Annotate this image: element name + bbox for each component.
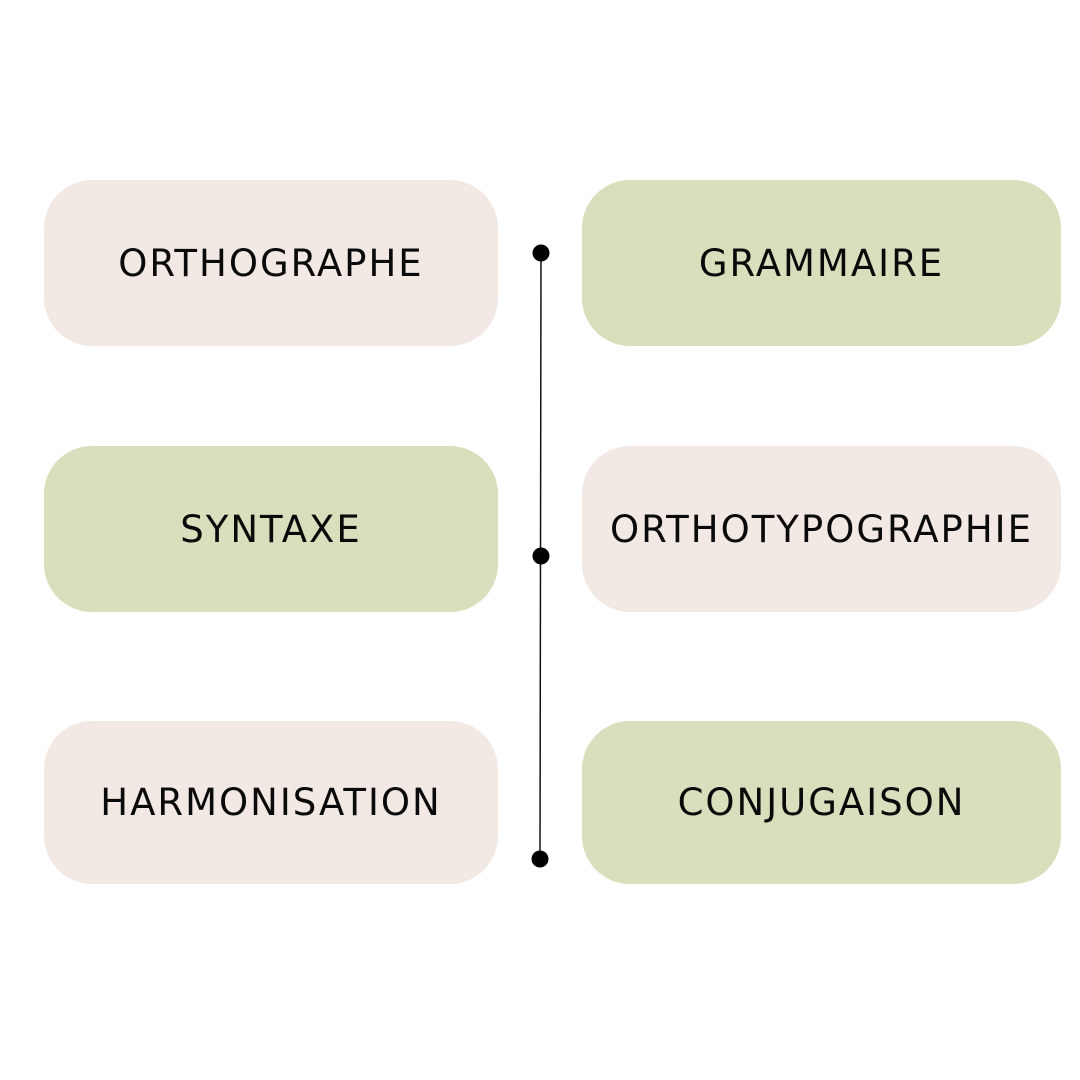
- box-harmonisation: HARMONISATION: [44, 721, 498, 884]
- timeline-dot-bottom: [531, 850, 549, 868]
- box-orthographe: ORTHOGRAPHE: [44, 180, 498, 346]
- box-orthographe-label: ORTHOGRAPHE: [118, 241, 424, 285]
- box-harmonisation-label: HARMONISATION: [100, 781, 442, 824]
- timeline-dot-top: [532, 244, 550, 262]
- box-orthotypographie-label: ORTHOTYPOGRAPHIE: [610, 507, 1033, 551]
- box-orthotypographie: ORTHOTYPOGRAPHIE: [582, 446, 1061, 612]
- box-conjugaison-label: CONJUGAISON: [677, 781, 966, 824]
- box-syntaxe: SYNTAXE: [44, 446, 498, 612]
- box-grammaire: GRAMMAIRE: [582, 180, 1061, 346]
- box-syntaxe-label: SYNTAXE: [180, 507, 362, 551]
- timeline-dot-middle: [532, 547, 550, 565]
- box-grammaire-label: GRAMMAIRE: [698, 241, 945, 285]
- box-conjugaison: CONJUGAISON: [582, 721, 1061, 884]
